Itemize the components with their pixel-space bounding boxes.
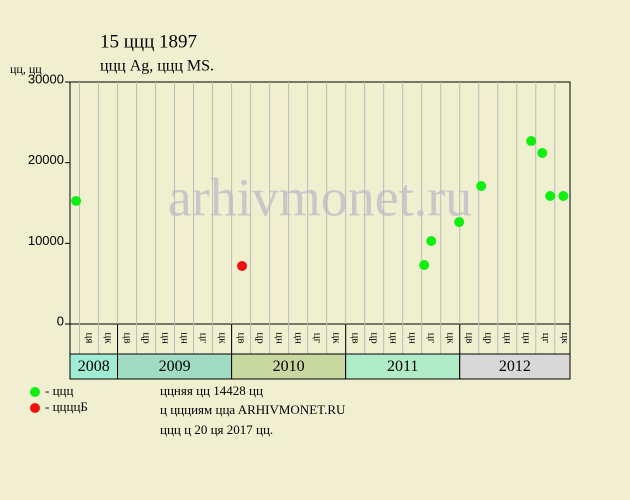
point: [426, 235, 437, 246]
y-tick-label: 10000: [28, 233, 64, 248]
x-tick-label: цн: [407, 332, 419, 344]
year-label: 2009: [159, 358, 191, 375]
x-tick-label: цв: [350, 332, 362, 343]
note: ццняя цц 14428 цц: [160, 383, 263, 398]
x-tick-label: цн: [274, 332, 286, 344]
x-tick-label: цг: [426, 333, 438, 344]
point: [454, 217, 465, 228]
year-label: 2008: [78, 358, 110, 375]
x-tick-label: цн: [521, 332, 533, 344]
watermark: arhivmonet.ru: [168, 167, 472, 227]
point: [237, 261, 248, 272]
x-tick-label: цв: [236, 332, 248, 343]
x-tick-label: цн: [502, 332, 514, 344]
legend-label: - ццц: [45, 383, 73, 398]
year-box: [345, 353, 461, 380]
point: [476, 181, 487, 192]
y-tick-label: 0: [57, 313, 64, 328]
x-tick-label: цр: [141, 332, 153, 344]
x-tick-label: цг: [540, 333, 552, 344]
x-tick-label: цв: [122, 332, 134, 343]
x-tick-label: цг: [312, 333, 324, 344]
chart-subtitle: ццц Ag, ццц MS.: [100, 58, 214, 75]
x-tick-label: цг: [198, 333, 210, 344]
x-tick-label: цн: [160, 332, 172, 344]
year-box: [117, 353, 233, 380]
year-box: [231, 353, 347, 380]
x-tick-label: цн: [388, 332, 400, 344]
year-label: 2011: [387, 358, 418, 375]
x-tick-label: ця: [83, 333, 95, 344]
point: [71, 195, 82, 206]
y-tick-label: 30000: [28, 71, 64, 86]
point: [545, 190, 556, 201]
x-tick-label: цн: [179, 332, 191, 344]
point: [537, 147, 548, 158]
chart-title: 15 ццц 1897: [100, 31, 197, 52]
x-tick-label: цк: [102, 332, 114, 344]
x-tick-label: цр: [255, 332, 267, 344]
y-tick-label: 20000: [28, 152, 64, 167]
x-tick-label: цр: [483, 332, 495, 344]
year-label: 2010: [273, 358, 305, 375]
x-tick-label: цк: [445, 332, 457, 344]
note: ццц ц 20 ця 2017 цц.: [160, 422, 273, 437]
point: [526, 136, 537, 147]
note: ц ццциям ццa ARHIVMONET.RU: [160, 402, 346, 417]
legend-label: - ццццБ: [45, 399, 88, 414]
point: [419, 260, 430, 271]
y-axis-label: цц, цц: [10, 62, 42, 76]
year-label: 2012: [499, 358, 531, 375]
year-box: [69, 353, 119, 380]
x-tick-label: цк: [217, 332, 229, 344]
point: [558, 190, 569, 201]
legend-marker: [30, 403, 40, 413]
x-tick-label: цн: [293, 332, 305, 344]
x-tick-label: цк: [559, 332, 571, 344]
x-tick-label: цк: [331, 332, 343, 344]
x-tick-label: цв: [464, 332, 476, 343]
year-box: [459, 353, 571, 380]
legend-marker: [30, 387, 40, 397]
x-tick-label: цр: [369, 332, 381, 344]
